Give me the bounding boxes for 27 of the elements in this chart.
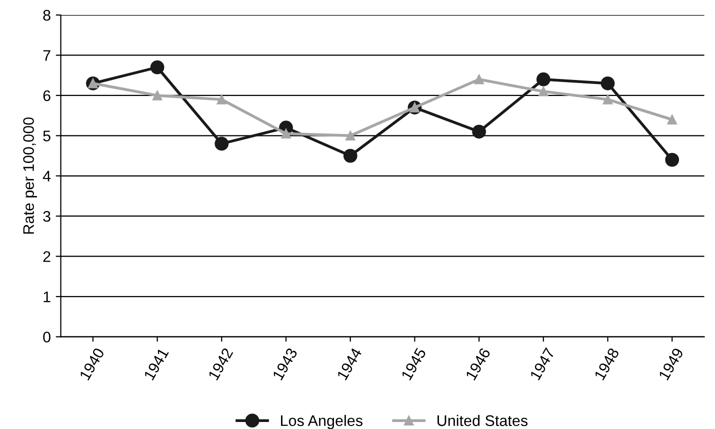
y-tick-label: 1: [44, 292, 50, 302]
legend-label: United States: [438, 414, 528, 426]
point: [152, 90, 162, 100]
y-tick-label: 0: [43, 332, 50, 342]
y-tick-label: 4: [42, 170, 51, 182]
y-tick-label: 6: [43, 90, 50, 102]
y-tick-label: 7: [43, 50, 50, 61]
point: [281, 128, 291, 139]
y-tick-label: 3: [43, 210, 50, 222]
point: [536, 72, 550, 86]
y-tick-label: 5: [43, 130, 50, 142]
point: [667, 114, 677, 124]
point: [216, 94, 227, 104]
point: [345, 130, 356, 141]
point: [214, 136, 229, 151]
point: [600, 76, 615, 90]
y-tick-label: 8: [43, 10, 50, 21]
point: [343, 148, 358, 163]
point: [150, 60, 164, 74]
legend-label: Los Angeles: [281, 414, 362, 429]
point: [665, 152, 680, 167]
point: [474, 74, 484, 84]
point: [538, 86, 548, 96]
y-axis-title: Rate per 100,000: [23, 117, 37, 234]
y-tick-label: 2: [43, 251, 50, 262]
point: [602, 94, 613, 104]
point: [472, 124, 486, 139]
